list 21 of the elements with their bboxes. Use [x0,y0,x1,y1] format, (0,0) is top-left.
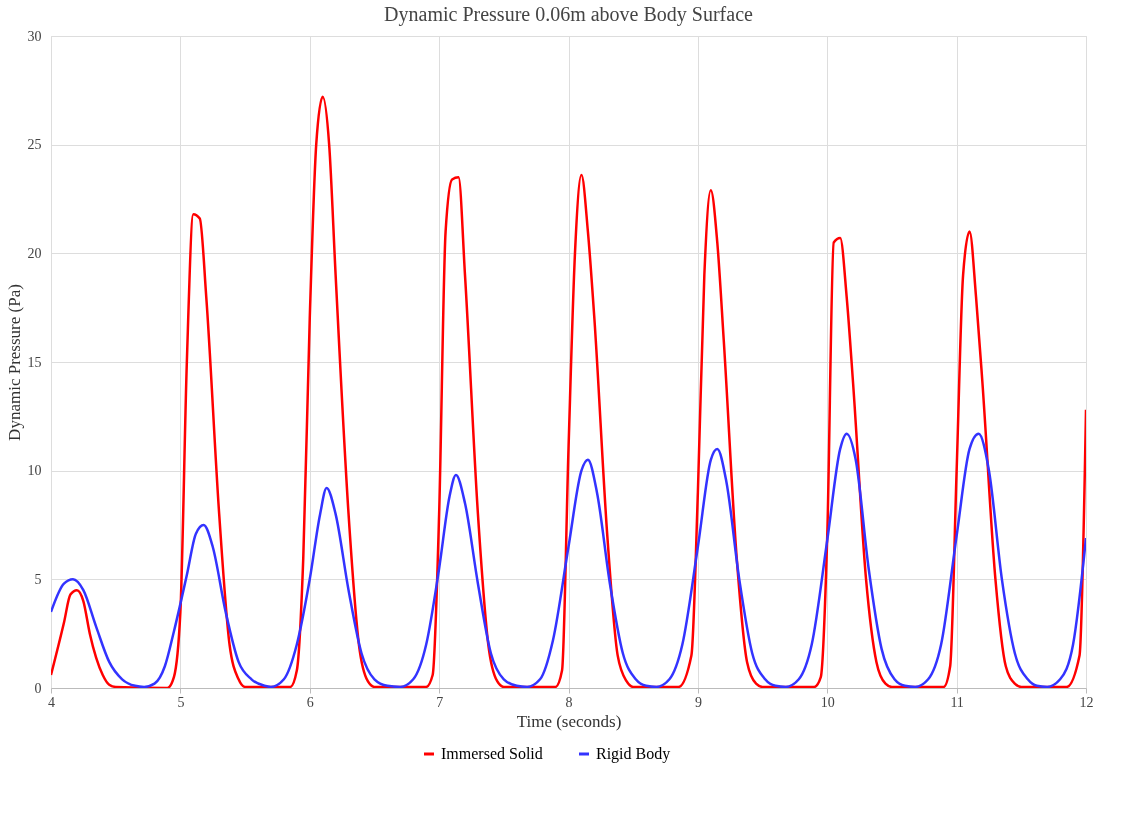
x-tick-label: 10 [820,694,835,710]
y-tick-label: 10 [27,463,42,479]
y-tick-label: 30 [27,28,42,44]
x-tick-label: 6 [306,694,314,710]
y-tick-label: 15 [27,354,42,370]
x-tick-label: 8 [565,694,573,710]
y-tick-label: 25 [27,137,42,153]
x-tick-label: 7 [436,694,444,710]
legend-label: Rigid Body [596,745,671,763]
x-tick-label: 12 [1079,694,1094,710]
y-tick-label: 0 [34,680,42,696]
x-tick-label: 4 [48,694,55,710]
x-tick-label: 5 [177,694,185,710]
chart-title: Dynamic Pressure 0.06m above Body Surface [384,3,754,26]
y-tick-label: 5 [34,571,42,587]
x-tick-label: 9 [694,694,702,710]
x-tick-label: 11 [950,694,964,710]
y-tick-label: 20 [27,245,42,261]
legend-label: Immersed Solid [441,745,543,762]
y-axis-title: Dynamic Pressure (Pa) [4,284,24,441]
x-axis-title: Time (seconds) [516,711,622,731]
